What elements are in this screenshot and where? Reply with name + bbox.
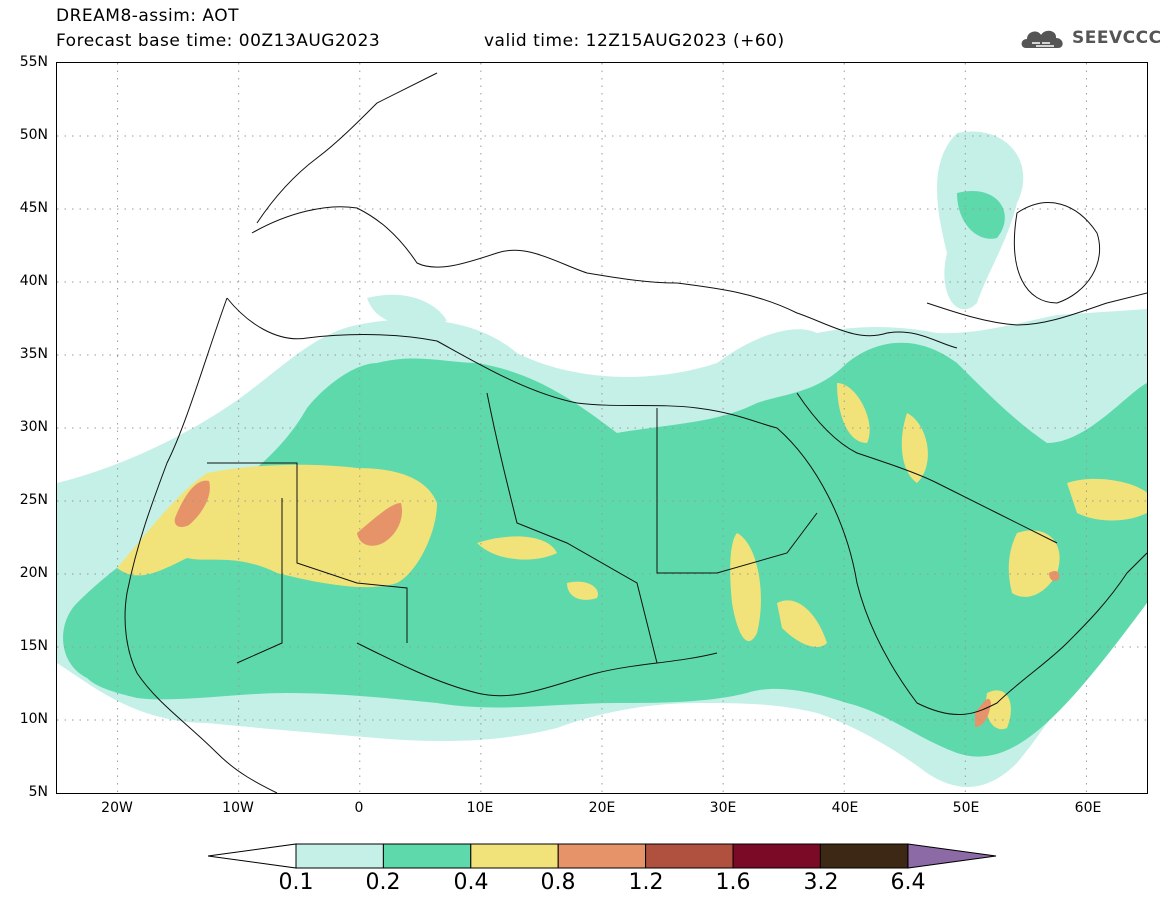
country-borders	[124, 72, 1147, 793]
lat-label-35n: 35N	[19, 346, 48, 362]
valid-time: valid time: 12Z15AUG2023 (+60)	[484, 31, 785, 51]
lon-label-30e: 30E	[709, 800, 737, 816]
lat-label-45n: 45N	[19, 200, 48, 216]
lat-label-25n: 25N	[19, 492, 48, 508]
forecast-base-time: Forecast base time: 00Z13AUG2023	[56, 31, 381, 51]
lon-label-50e: 50E	[952, 800, 980, 816]
lon-label-10w: 10W	[222, 800, 254, 816]
colorbar-swatch	[557, 843, 647, 869]
colorbar-label-1.6: 1.6	[715, 870, 751, 895]
colorbar-swatch	[645, 843, 734, 869]
lat-label-15n: 15N	[19, 638, 48, 654]
aot-map-canvas	[57, 63, 1147, 793]
chart-title: DREAM8-assim: AOT	[56, 6, 240, 26]
lat-label-20n: 20N	[19, 565, 48, 581]
colorbar-swatch	[295, 843, 384, 869]
lon-label-40e: 40E	[831, 800, 859, 816]
colorbar-label-0.4: 0.4	[453, 870, 489, 895]
colorbar-swatch	[819, 843, 909, 869]
colorbar-swatch	[382, 843, 472, 869]
colorbar-label-0.8: 0.8	[540, 870, 576, 895]
colorbar-under-triangle	[208, 843, 297, 869]
lat-label-55n: 55N	[19, 54, 48, 70]
lat-label-40n: 40N	[19, 273, 48, 289]
aot-layer-0.2	[63, 191, 1147, 757]
lon-label-10e: 10E	[466, 800, 494, 816]
colorbar-swatch	[732, 843, 821, 869]
aot-map	[56, 62, 1148, 794]
colorbar-label-0.2: 0.2	[365, 870, 401, 895]
colorbar-over-triangle	[907, 843, 997, 869]
seevccc-logo: SEEVCCC	[1018, 22, 1162, 54]
lat-label-5n: 5N	[28, 784, 48, 800]
colorbar-swatch	[470, 843, 559, 869]
aot-layer-0.8	[174, 480, 1060, 727]
colorbar	[208, 843, 997, 869]
colorbar-label-1.2: 1.2	[628, 870, 664, 895]
logo-text: SEEVCCC	[1072, 28, 1162, 48]
colorbar-label-6.4: 6.4	[890, 870, 926, 895]
lat-label-50n: 50N	[19, 127, 48, 143]
colorbar-swatches	[295, 843, 909, 869]
lat-label-10n: 10N	[19, 711, 48, 727]
colorbar-label-0.1: 0.1	[278, 870, 314, 895]
lat-label-30n: 30N	[19, 419, 48, 435]
lon-label-20w: 20W	[101, 800, 133, 816]
lon-label-60e: 60E	[1074, 800, 1102, 816]
lon-label-0: 0	[354, 800, 364, 816]
colorbar-label-3.2: 3.2	[803, 870, 839, 895]
cloud-logo-icon	[1021, 30, 1063, 48]
lon-label-20e: 20E	[588, 800, 616, 816]
